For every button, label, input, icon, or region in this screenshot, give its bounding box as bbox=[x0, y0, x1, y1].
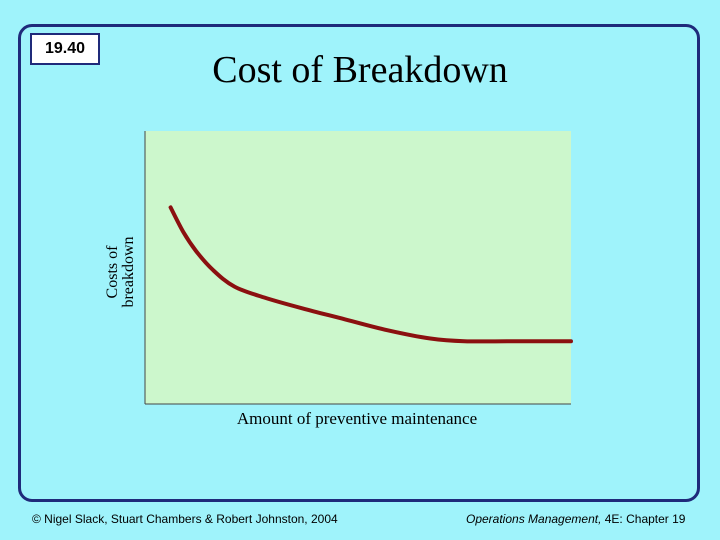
footer-copyright: © Nigel Slack, Stuart Chambers & Robert … bbox=[32, 512, 338, 526]
plot-area bbox=[145, 131, 571, 404]
slide-frame bbox=[18, 24, 700, 502]
x-axis-label: Amount of preventive maintenance bbox=[237, 409, 477, 428]
footer-book-title: Operations Management, bbox=[466, 512, 602, 526]
footer-book-reference: Operations Management, 4E: Chapter 19 bbox=[466, 512, 685, 526]
slide-title: Cost of Breakdown bbox=[212, 49, 508, 91]
slide-number-badge: 19.40 bbox=[30, 33, 100, 65]
y-axis-label-line2: breakdown bbox=[120, 236, 137, 307]
y-axis-label-line1: Costs of bbox=[104, 245, 121, 299]
cost-curve bbox=[168, 205, 573, 344]
footer-chapter: 4E: Chapter 19 bbox=[601, 512, 686, 526]
